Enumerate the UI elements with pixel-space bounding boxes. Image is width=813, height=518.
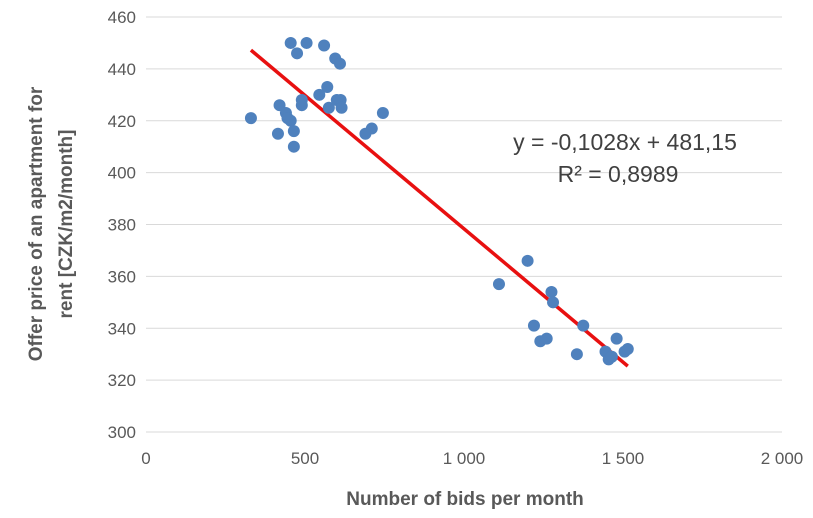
trendline-equation: y = -0,1028x + 481,15 [513,129,737,155]
data-point [322,101,335,114]
data-point [284,36,297,49]
data-point [527,319,540,332]
data-point [321,81,334,94]
data-point [318,39,331,52]
data-point [521,254,534,267]
data-point [492,278,505,291]
data-point [295,99,308,112]
y-tick-label: 300 [108,423,136,442]
data-point [610,332,623,345]
x-tick-label: 1 000 [443,449,486,468]
gridlines [146,16,782,433]
data-point [244,112,257,125]
data-points [244,36,634,366]
data-point [271,127,284,140]
data-point [333,57,346,70]
y-tick-label: 420 [108,112,136,131]
x-axis-title: Number of bids per month [346,489,584,510]
x-tick-label: 0 [141,449,150,468]
y-tick-label: 380 [108,216,136,235]
x-axis-ticks: 0 500 1 000 1 500 2 000 [141,449,803,468]
data-point [335,101,348,114]
data-point [570,348,583,361]
y-tick-label: 340 [108,319,136,338]
y-tick-label: 360 [108,267,136,286]
trendline-group [249,48,629,368]
y-tick-label: 400 [108,164,136,183]
y-tick-label: 320 [108,371,136,390]
y-tick-label: 460 [108,8,136,27]
data-point [376,106,389,119]
y-axis-title: Offer price of an apartment for rent [CZ… [26,86,77,361]
data-point [545,285,558,298]
y-axis-title-line-1: Offer price of an apartment for [26,86,47,361]
data-point [365,122,378,135]
x-tick-label: 500 [291,449,319,468]
trendline [249,48,629,368]
data-point [605,350,618,363]
data-point [577,319,590,332]
data-point [284,114,297,127]
y-tick-label: 440 [108,60,136,79]
data-point [287,140,300,153]
x-tick-label: 2 000 [761,449,804,468]
y-axis-ticks: 300 320 340 360 380 400 420 440 460 [108,8,136,442]
trendline-r-squared: R² = 0,8989 [558,161,679,187]
data-point [621,343,634,355]
data-point [300,36,313,49]
data-point [291,47,304,60]
data-point [313,88,326,101]
data-point [540,332,553,345]
data-point [287,125,300,138]
data-point [547,296,560,309]
y-axis-title-line-2: rent [CZK/m2/month] [56,130,77,319]
x-tick-label: 1 500 [602,449,645,468]
